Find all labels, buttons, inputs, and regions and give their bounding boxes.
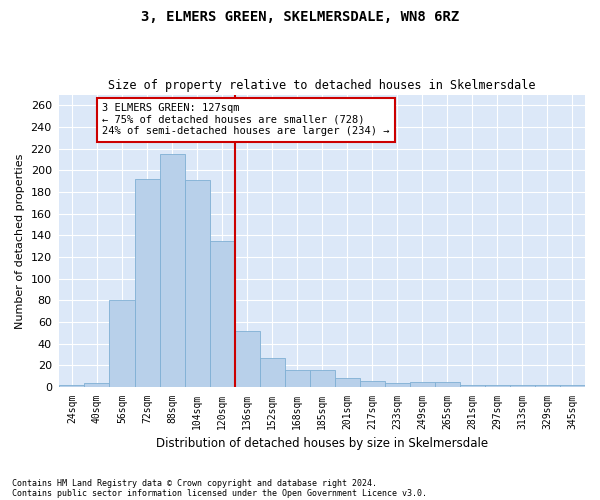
Bar [385, 383, 410, 387]
Bar [134, 179, 160, 387]
Bar [260, 358, 284, 387]
Bar [485, 385, 510, 387]
Bar [310, 370, 335, 387]
Bar [209, 241, 235, 387]
Bar [59, 385, 85, 387]
Bar [560, 385, 585, 387]
Bar [284, 370, 310, 387]
Bar [160, 154, 185, 387]
Title: Size of property relative to detached houses in Skelmersdale: Size of property relative to detached ho… [109, 79, 536, 92]
Y-axis label: Number of detached properties: Number of detached properties [15, 153, 25, 328]
Bar [235, 331, 260, 387]
Text: 3 ELMERS GREEN: 127sqm
← 75% of detached houses are smaller (728)
24% of semi-de: 3 ELMERS GREEN: 127sqm ← 75% of detached… [102, 103, 389, 136]
X-axis label: Distribution of detached houses by size in Skelmersdale: Distribution of detached houses by size … [156, 437, 488, 450]
Text: Contains HM Land Registry data © Crown copyright and database right 2024.: Contains HM Land Registry data © Crown c… [12, 478, 377, 488]
Bar [535, 385, 560, 387]
Bar [109, 300, 134, 387]
Bar [335, 378, 360, 387]
Bar [360, 380, 385, 387]
Text: 3, ELMERS GREEN, SKELMERSDALE, WN8 6RZ: 3, ELMERS GREEN, SKELMERSDALE, WN8 6RZ [141, 10, 459, 24]
Bar [410, 382, 435, 387]
Bar [510, 385, 535, 387]
Bar [85, 383, 109, 387]
Bar [435, 382, 460, 387]
Text: Contains public sector information licensed under the Open Government Licence v3: Contains public sector information licen… [12, 488, 427, 498]
Bar [185, 180, 209, 387]
Bar [460, 385, 485, 387]
